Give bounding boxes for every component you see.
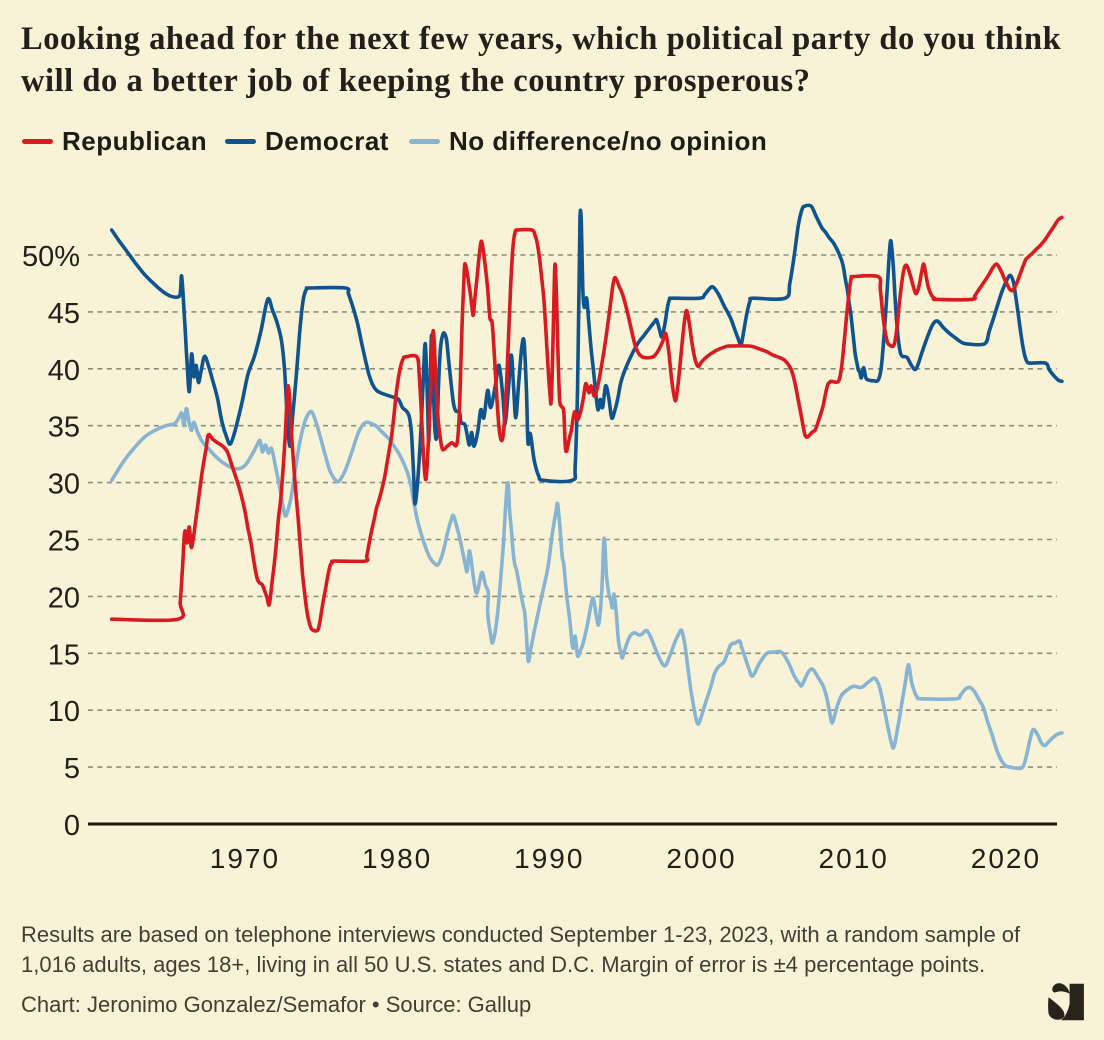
svg-text:50%: 50% xyxy=(22,241,80,273)
svg-text:20: 20 xyxy=(48,582,80,614)
svg-text:30: 30 xyxy=(48,469,80,501)
svg-text:1970: 1970 xyxy=(210,843,280,874)
svg-text:0: 0 xyxy=(64,810,80,842)
svg-text:40: 40 xyxy=(48,355,80,387)
svg-text:1990: 1990 xyxy=(514,843,584,874)
svg-text:15: 15 xyxy=(48,639,80,671)
svg-text:2020: 2020 xyxy=(971,843,1041,874)
svg-text:25: 25 xyxy=(48,526,80,558)
svg-text:2010: 2010 xyxy=(819,843,889,874)
svg-text:1980: 1980 xyxy=(362,843,432,874)
svg-text:10: 10 xyxy=(48,696,80,728)
svg-text:35: 35 xyxy=(48,412,80,444)
svg-text:5: 5 xyxy=(64,753,80,785)
svg-text:45: 45 xyxy=(48,298,80,330)
svg-text:2000: 2000 xyxy=(666,843,736,874)
